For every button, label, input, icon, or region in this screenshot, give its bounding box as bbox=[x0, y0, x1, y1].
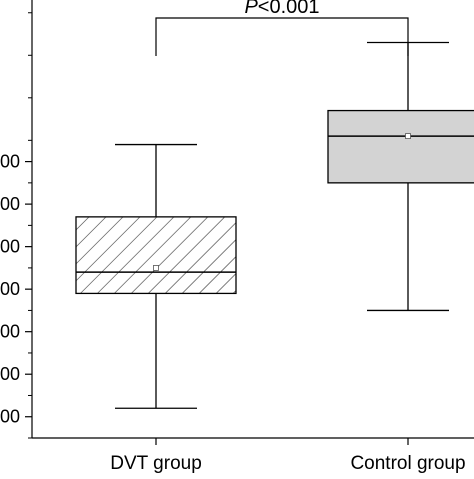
significance-annotation: P<0.001 bbox=[155, 0, 409, 56]
y-tick-label: 000 bbox=[0, 364, 20, 384]
x-category-label: Control group bbox=[350, 453, 465, 474]
y-tick-label: 000 bbox=[0, 237, 20, 257]
iqr-box bbox=[327, 109, 474, 184]
p-symbol: P bbox=[244, 0, 258, 18]
y-tick-label: 000 bbox=[0, 194, 20, 214]
significance-bracket bbox=[155, 17, 409, 56]
x-category-label: DVT group bbox=[110, 453, 202, 474]
mean-marker bbox=[153, 265, 159, 271]
mean-marker bbox=[405, 133, 411, 139]
y-tick-label: 000 bbox=[0, 407, 20, 427]
box-group bbox=[327, 41, 474, 312]
box-group bbox=[75, 143, 237, 409]
y-tick-label: 000 bbox=[0, 279, 20, 299]
p-value: <0.001 bbox=[258, 0, 320, 18]
y-tick-label: 000 bbox=[0, 322, 20, 342]
boxes-layer bbox=[75, 41, 474, 409]
y-tick-label: 000 bbox=[0, 152, 20, 172]
significance-label: P<0.001 bbox=[244, 0, 319, 18]
iqr-box bbox=[75, 216, 237, 295]
